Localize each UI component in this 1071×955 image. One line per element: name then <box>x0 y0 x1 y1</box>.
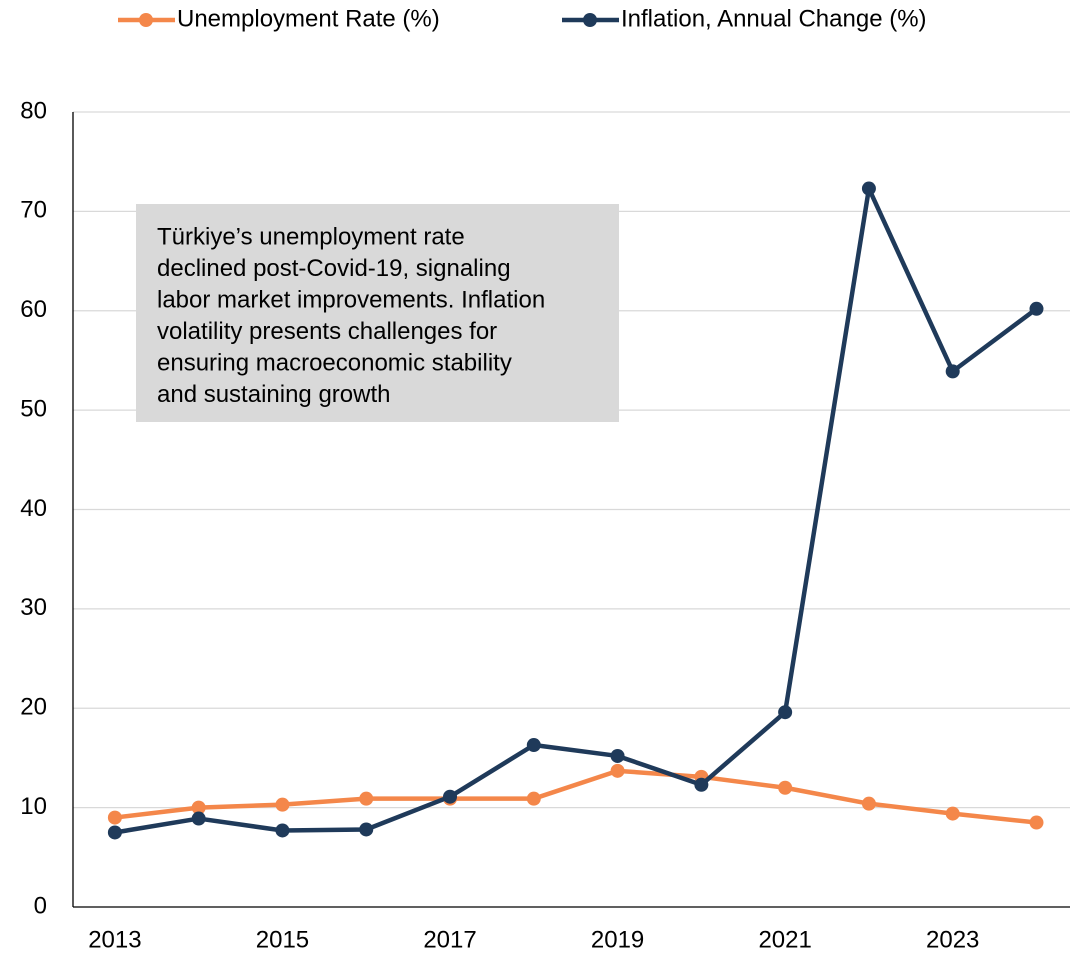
data-point <box>359 822 374 837</box>
data-point <box>275 797 290 812</box>
data-point <box>610 763 625 778</box>
legend-marker <box>139 13 153 27</box>
y-tick-label: 30 <box>20 594 47 621</box>
y-tick-label: 50 <box>20 395 47 422</box>
data-point <box>191 811 206 826</box>
annotation-box <box>136 204 619 422</box>
x-tick-label: 2023 <box>926 926 979 953</box>
data-point <box>945 364 960 379</box>
data-point <box>275 823 290 838</box>
data-point <box>694 777 709 792</box>
annotation-text: labor market improvements. Inflation <box>157 286 545 313</box>
y-tick-label: 60 <box>20 296 47 323</box>
x-tick-label: 2013 <box>88 926 141 953</box>
data-point <box>861 181 876 196</box>
x-tick-label: 2015 <box>256 926 309 953</box>
legend-marker <box>583 13 597 27</box>
x-tick-label: 2019 <box>591 926 644 953</box>
data-point <box>191 800 206 815</box>
y-tick-label: 10 <box>20 793 47 820</box>
data-point <box>526 791 541 806</box>
annotation-text: and sustaining growth <box>157 381 390 408</box>
x-tick-label: 2017 <box>423 926 476 953</box>
y-tick-label: 80 <box>20 97 47 124</box>
data-point <box>107 825 122 840</box>
data-point <box>778 705 793 720</box>
data-point <box>443 789 458 804</box>
annotation-text: volatility presents challenges for <box>157 318 497 345</box>
y-tick-label: 20 <box>20 694 47 721</box>
annotation-text: ensuring macroeconomic stability <box>157 349 512 376</box>
data-point <box>945 806 960 821</box>
annotation-text: declined post-Covid-19, signaling <box>157 255 511 282</box>
legend-label: Unemployment Rate (%) <box>177 5 440 32</box>
data-point <box>861 796 876 811</box>
data-point <box>107 810 122 825</box>
series-line <box>114 186 1038 835</box>
data-point <box>526 738 541 753</box>
legend-label: Inflation, Annual Change (%) <box>621 5 927 32</box>
y-tick-label: 40 <box>20 495 47 522</box>
y-tick-label: 70 <box>20 197 47 224</box>
data-point <box>1029 815 1044 830</box>
x-tick-label: 2021 <box>758 926 811 953</box>
series-line <box>114 768 1037 825</box>
data-point <box>359 791 374 806</box>
annotation-text: Türkiye’s unemployment rate <box>157 223 465 250</box>
y-tick-label: 0 <box>34 892 47 919</box>
data-point <box>1029 301 1044 316</box>
data-point <box>778 780 793 795</box>
data-point <box>610 748 625 763</box>
